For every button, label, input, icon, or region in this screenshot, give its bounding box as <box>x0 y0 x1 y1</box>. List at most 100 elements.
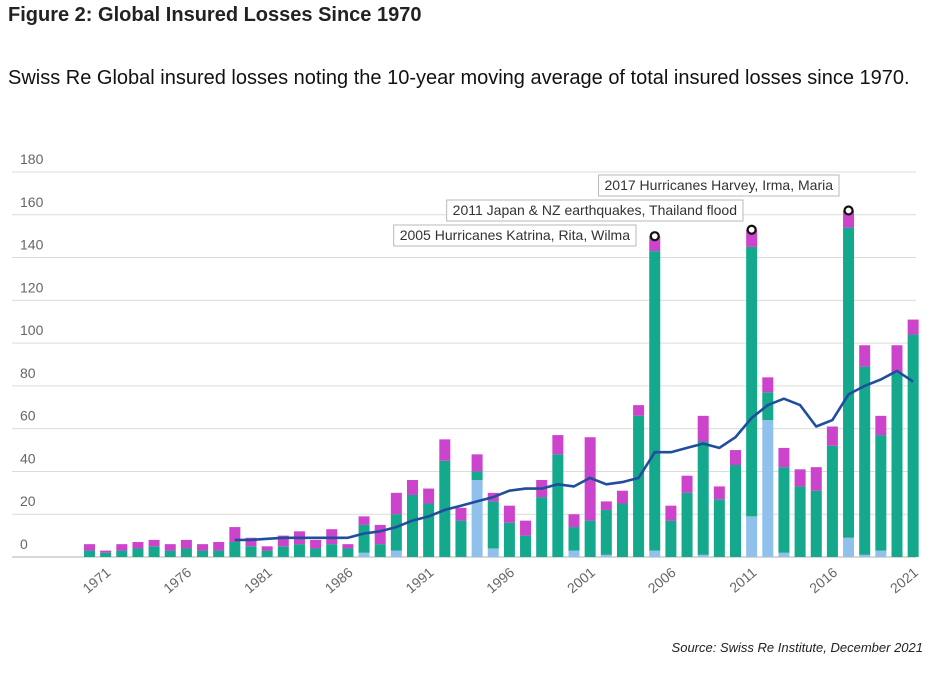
bar-segment-green-1993 <box>455 520 467 557</box>
bar-segment-green-2000 <box>568 527 580 551</box>
bar-segment-magenta-2014 <box>794 469 806 487</box>
bar-segment-green-2003 <box>616 503 628 557</box>
bar-segment-green-1979 <box>229 542 241 557</box>
y-tick-label-20: 20 <box>20 493 36 509</box>
bar-segment-light-blue-2017 <box>843 537 855 557</box>
bar-segment-magenta-2016 <box>826 426 838 446</box>
bar-segment-green-2008 <box>697 441 709 555</box>
bar-segment-light-blue-2008 <box>697 554 709 557</box>
bar-segment-light-blue-2013 <box>778 552 790 557</box>
x-tick-label-1991: 1991 <box>402 564 436 596</box>
chart-bars <box>84 210 919 557</box>
x-tick-label-2021: 2021 <box>887 564 921 596</box>
bar-segment-green-1994 <box>471 471 483 480</box>
x-tick-label-1996: 1996 <box>483 564 517 596</box>
bar-segment-green-2017 <box>843 227 855 538</box>
bar-segment-green-1976 <box>180 548 192 557</box>
annotation-text-2017: 2017 Hurricanes Harvey, Irma, Maria <box>605 177 834 193</box>
bar-segment-green-2010 <box>730 465 741 557</box>
y-tick-label-80: 80 <box>20 365 36 381</box>
bar-segment-green-2015 <box>810 490 822 557</box>
y-tick-label-160: 160 <box>20 194 44 210</box>
y-tick-label-140: 140 <box>20 237 44 253</box>
bar-segment-green-1978 <box>213 550 225 557</box>
chart-annotations: 2005 Hurricanes Katrina, Rita, Wilma 2011… <box>393 174 854 247</box>
bar-segment-green-1981 <box>261 550 273 557</box>
bar-segment-light-blue-2000 <box>568 550 580 557</box>
bar-segment-magenta-2010 <box>730 450 741 466</box>
source-note: Source: Swiss Re Institute, December 202… <box>671 640 923 655</box>
bar-segment-magenta-2008 <box>697 415 709 442</box>
bar-segment-green-1974 <box>148 546 160 557</box>
bar-segment-magenta-1971 <box>100 550 112 553</box>
moving-average-polyline <box>234 369 914 542</box>
bar-segment-green-2004 <box>633 415 645 557</box>
bar-segment-green-2021 <box>907 334 919 557</box>
y-tick-label-60: 60 <box>20 408 36 424</box>
bar-segment-magenta-1973 <box>132 542 144 549</box>
bar-segment-green-1990 <box>407 494 418 557</box>
y-tick-label-40: 40 <box>20 450 36 466</box>
x-tick-label-2011: 2011 <box>726 564 760 596</box>
x-tick-label-1971: 1971 <box>79 564 113 596</box>
x-tick-label-1981: 1981 <box>241 564 275 596</box>
bar-segment-magenta-2017 <box>843 210 855 228</box>
y-tick-label-0: 0 <box>20 536 28 552</box>
bar-segment-light-blue-1994 <box>471 480 483 557</box>
bar-segment-green-1980 <box>245 546 257 557</box>
bar-segment-magenta-1993 <box>455 507 467 521</box>
bar-segment-light-blue-2002 <box>600 554 612 557</box>
bar-segment-magenta-2011 <box>746 229 758 247</box>
bar-segment-magenta-2004 <box>633 405 645 416</box>
bar-segment-green-2009 <box>713 499 725 557</box>
bar-segment-magenta-2005 <box>649 236 661 252</box>
bar-segment-magenta-2019 <box>875 415 887 436</box>
bar-segment-green-1973 <box>132 548 144 557</box>
bar-segment-magenta-2006 <box>665 505 677 521</box>
bar-segment-green-2018 <box>859 366 871 555</box>
y-tick-label-180: 180 <box>20 151 44 167</box>
bar-segment-green-1984 <box>310 548 322 557</box>
bar-segment-green-2016 <box>826 445 838 557</box>
bar-segment-magenta-1970 <box>84 544 95 551</box>
bar-segment-magenta-1979 <box>229 527 241 543</box>
bar-segment-magenta-2003 <box>616 490 628 504</box>
bar-segment-green-2020 <box>891 373 903 557</box>
bar-segment-magenta-1997 <box>520 520 532 536</box>
bar-segment-green-2007 <box>681 492 693 557</box>
bar-segment-green-1997 <box>520 535 532 557</box>
bar-segment-light-blue-1995 <box>487 548 499 557</box>
bar-segment-light-blue-2018 <box>859 554 871 557</box>
bar-segment-magenta-1980 <box>245 537 257 547</box>
bar-segment-green-1991 <box>423 503 435 557</box>
bar-segment-light-blue-2005 <box>649 550 661 557</box>
bar-segment-magenta-1992 <box>439 439 451 461</box>
bar-segment-green-1971 <box>100 552 112 557</box>
bar-segment-magenta-2015 <box>810 467 822 491</box>
x-axis-labels: 1971 1976 1981 1986 1991 1996 2001 2006 2011 2016… <box>79 564 921 596</box>
bar-segment-light-blue-1989 <box>390 550 402 557</box>
bar-segment-magenta-2009 <box>713 486 725 500</box>
bar-segment-magenta-1994 <box>471 454 483 472</box>
x-tick-label-2001: 2001 <box>564 564 598 596</box>
bar-segment-green-1972 <box>116 550 128 557</box>
bar-segment-green-2019 <box>875 435 887 551</box>
bar-segment-green-1998 <box>536 497 548 557</box>
bar-segment-magenta-1999 <box>552 435 564 455</box>
bar-segment-green-1989 <box>390 514 402 551</box>
figure-subtitle: Swiss Re Global insured losses noting th… <box>8 67 910 89</box>
bar-segment-green-1999 <box>552 454 564 557</box>
bar-segment-magenta-1978 <box>213 542 225 551</box>
peak-marker-2017 <box>843 205 854 216</box>
bar-segment-magenta-1981 <box>261 546 273 551</box>
bar-segment-light-blue-2011 <box>746 516 758 557</box>
bar-segment-light-blue-2012 <box>762 420 774 557</box>
bar-segment-magenta-1996 <box>503 505 515 523</box>
bar-segment-green-2001 <box>584 520 596 557</box>
bar-segment-magenta-1972 <box>116 544 128 551</box>
peak-marker-2011 <box>746 224 757 235</box>
moving-average-line <box>234 369 914 542</box>
bar-segment-green-1977 <box>197 550 209 557</box>
bar-segment-green-1988 <box>374 544 386 557</box>
